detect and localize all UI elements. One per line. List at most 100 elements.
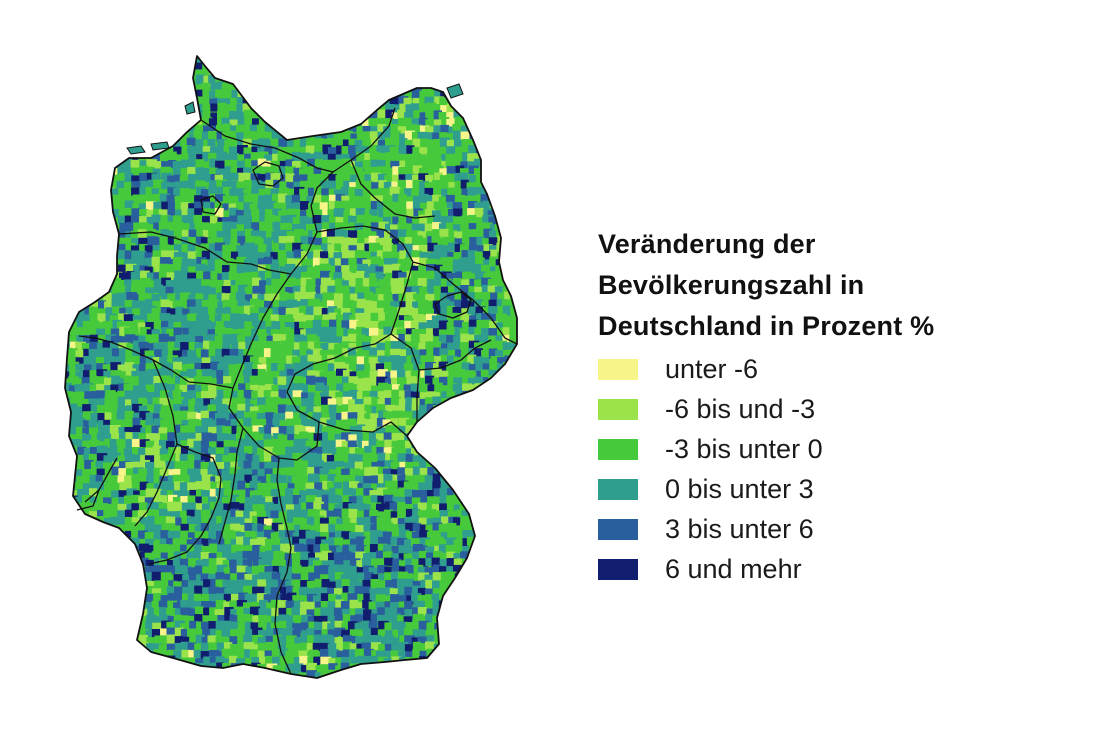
municipality-cell (342, 454, 353, 465)
municipality-cell (215, 146, 227, 157)
municipality-cell (271, 537, 282, 547)
municipality-cell (419, 440, 431, 450)
municipality-cell (300, 293, 310, 303)
municipality-cell (180, 286, 190, 295)
municipality-cell (399, 417, 410, 426)
municipality-cell (98, 425, 110, 435)
municipality-cell (504, 474, 514, 485)
municipality-cell (375, 63, 386, 72)
municipality-cell (82, 104, 91, 114)
municipality-cell (342, 130, 353, 141)
municipality-cell (97, 334, 108, 344)
municipality-cell (518, 70, 529, 78)
municipality-cell (517, 523, 525, 534)
municipality-cell (475, 96, 485, 105)
municipality-cell (55, 209, 63, 220)
municipality-cell (174, 195, 184, 206)
municipality-cell (397, 447, 406, 458)
municipality-cell (355, 68, 364, 77)
municipality-cell (70, 202, 80, 213)
municipality-cell (454, 60, 464, 71)
municipality-cell (531, 350, 535, 358)
municipality-cell (328, 503, 339, 514)
municipality-cell (217, 56, 228, 57)
municipality-cell (406, 448, 415, 458)
municipality-cell (503, 482, 513, 491)
municipality-cell (305, 495, 317, 504)
municipality-cell (244, 172, 254, 184)
municipality-cell (363, 531, 373, 541)
municipality-cell (90, 61, 100, 72)
municipality-cell (361, 440, 372, 451)
municipality-cell (508, 153, 517, 164)
municipality-cell (210, 103, 220, 112)
municipality-cell (208, 74, 217, 84)
municipality-cell (497, 139, 507, 149)
municipality-cell (361, 321, 371, 332)
municipality-cell (441, 236, 450, 246)
municipality-cell (74, 179, 84, 189)
municipality-cell (384, 312, 395, 323)
municipality-cell (265, 539, 274, 548)
municipality-cell (131, 81, 142, 92)
municipality-cell (223, 98, 233, 109)
municipality-cell (518, 343, 528, 353)
municipality-cell (165, 461, 177, 470)
municipality-cell (137, 229, 147, 239)
municipality-cell (242, 103, 253, 114)
municipality-cell (377, 399, 386, 408)
municipality-cell (166, 68, 177, 77)
municipality-cell (207, 259, 217, 268)
municipality-cell (167, 244, 178, 256)
municipality-cell (55, 532, 63, 542)
municipality-cell (390, 160, 400, 170)
municipality-cell (231, 390, 241, 401)
municipality-cell (200, 461, 212, 472)
municipality-cell (158, 221, 168, 233)
municipality-cell (292, 452, 304, 464)
municipality-cell (392, 263, 401, 274)
municipality-cell (96, 96, 107, 108)
municipality-cell (427, 56, 438, 59)
municipality-cell (131, 181, 143, 190)
municipality-cell (111, 433, 120, 442)
municipality-cell (159, 397, 170, 408)
municipality-cell (266, 335, 278, 345)
municipality-cell (326, 461, 336, 473)
municipality-cell (137, 222, 149, 231)
municipality-cell (279, 181, 290, 192)
municipality-cell (524, 370, 534, 379)
municipality-cell (301, 223, 311, 234)
municipality-cell (474, 245, 485, 255)
municipality-cell (187, 266, 199, 275)
municipality-cell (146, 392, 158, 400)
municipality-cell (110, 356, 121, 368)
municipality-cell (312, 230, 324, 242)
municipality-cell (495, 90, 506, 99)
municipality-cell (131, 76, 142, 85)
municipality-cell (112, 306, 123, 316)
municipality-cell (447, 285, 458, 297)
municipality-cell (340, 474, 352, 485)
municipality-cell (377, 131, 386, 142)
municipality-cell (76, 146, 88, 156)
municipality-cell (222, 426, 233, 436)
municipality-cell (502, 510, 512, 522)
municipality-cell (496, 62, 508, 73)
municipality-cell (530, 426, 535, 434)
municipality-cell (405, 475, 414, 485)
municipality-cell (231, 341, 241, 352)
municipality-cell (237, 375, 249, 385)
municipality-cell (209, 299, 219, 309)
municipality-cell (293, 181, 305, 192)
municipality-cell (201, 285, 211, 295)
municipality-cell (322, 480, 331, 490)
municipality-cell (285, 287, 295, 297)
municipality-cell (322, 209, 331, 219)
municipality-cell (375, 433, 385, 443)
municipality-cell (447, 342, 457, 353)
municipality-cell (167, 475, 176, 486)
municipality-cell (138, 405, 149, 416)
municipality-cell (510, 97, 517, 107)
municipality-cell (466, 460, 477, 472)
